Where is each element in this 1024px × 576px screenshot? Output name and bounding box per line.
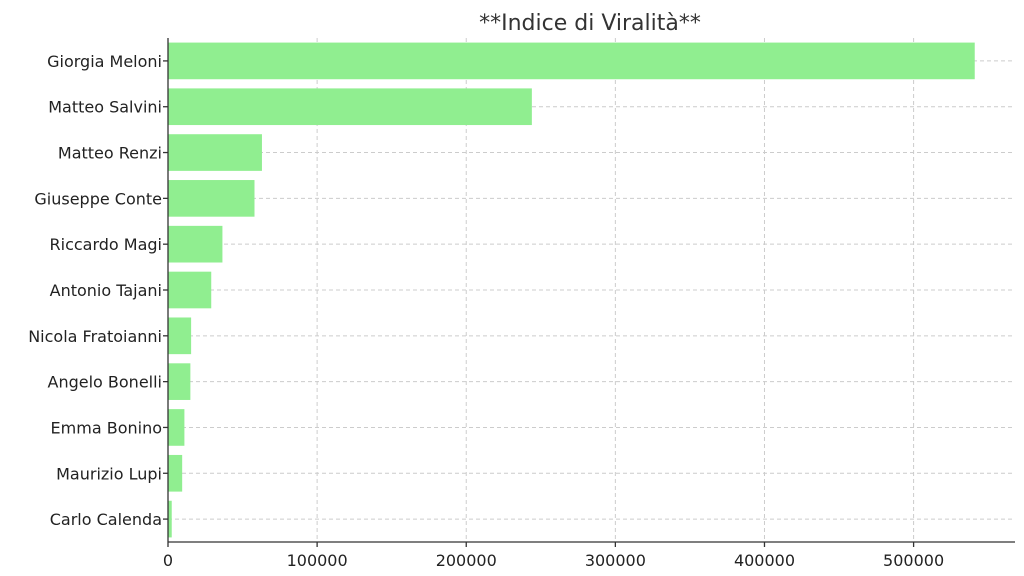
- x-tick-label: 0: [163, 551, 173, 570]
- category-label: Riccardo Magi: [50, 235, 163, 254]
- bar: [168, 500, 172, 538]
- category-label: Nicola Fratoianni: [28, 327, 162, 346]
- x-tick-label: 200000: [436, 551, 497, 570]
- bars: [168, 42, 975, 538]
- category-label: Antonio Tajani: [50, 281, 162, 300]
- bar: [168, 271, 212, 309]
- bar: [168, 363, 191, 400]
- category-label: Angelo Bonelli: [48, 373, 163, 392]
- category-label: Matteo Salvini: [48, 98, 162, 117]
- category-label: Matteo Renzi: [58, 144, 162, 163]
- bar: [168, 454, 183, 492]
- category-labels: Giorgia Meloni Matteo Salvini Matteo Renzi…: [28, 52, 162, 529]
- x-tick-label: 100000: [287, 551, 348, 570]
- category-label: Carlo Calenda: [50, 510, 162, 529]
- bar: [168, 88, 532, 126]
- bar: [168, 134, 262, 171]
- axes: [163, 38, 1015, 547]
- category-label: Giuseppe Conte: [34, 189, 162, 208]
- x-tick-label: 500000: [883, 551, 944, 570]
- bar: [168, 42, 975, 80]
- x-tick-label: 400000: [734, 551, 795, 570]
- bar: [168, 317, 192, 355]
- x-tick-label: 300000: [585, 551, 646, 570]
- bar: [168, 180, 255, 217]
- bar: [168, 225, 223, 263]
- category-label: Maurizio Lupi: [56, 464, 162, 483]
- grid-lines: [167, 38, 1015, 542]
- category-label: Emma Bonino: [51, 418, 162, 437]
- category-label: Giorgia Meloni: [47, 52, 162, 71]
- bar: [168, 409, 185, 446]
- x-tick-labels: 0 100000 200000 300000 400000 500000: [163, 551, 944, 570]
- chart-title: **Indice di Viralità**: [479, 11, 701, 36]
